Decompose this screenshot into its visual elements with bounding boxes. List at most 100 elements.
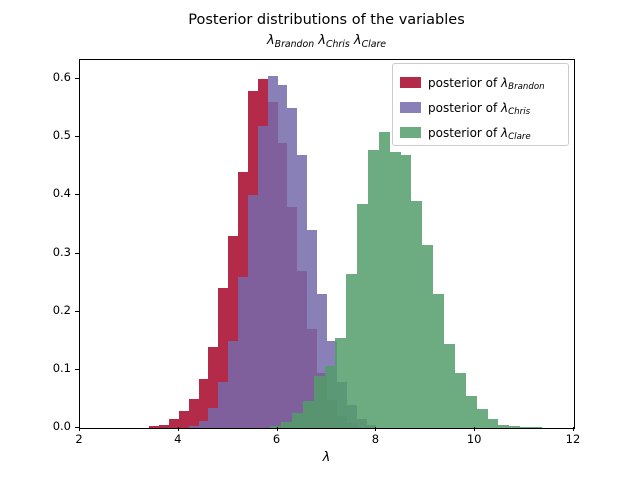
lambda-subscript: Clare: [361, 38, 387, 50]
y-tick-label: 0.1: [52, 360, 71, 375]
hist-bar-clare: [487, 418, 499, 428]
y-tick-mark: [75, 252, 79, 254]
y-tick-label: 0.3: [52, 244, 71, 259]
y-tick-mark: [75, 136, 79, 138]
x-tick-label: 2: [75, 432, 83, 446]
x-tick-label: 12: [565, 432, 581, 446]
x-tick-mark: [573, 427, 574, 431]
lambda-symbol: λBrandon: [501, 75, 545, 92]
hist-bar-chris: [218, 381, 229, 428]
y-tick-mark: [75, 78, 79, 80]
legend-entry-clare: posterior of λClare: [393, 120, 568, 145]
hist-bar-chris: [228, 340, 239, 428]
y-tick-mark: [75, 427, 79, 428]
hist-bar-chris: [297, 154, 308, 428]
lambda-symbol: λBrandon: [266, 33, 315, 50]
y-tick-label: 0.5: [52, 128, 71, 143]
legend-swatch: [400, 127, 421, 138]
hist-bar-clare: [411, 201, 423, 428]
x-tick-mark: [177, 427, 179, 431]
hist-bar-brandon: [168, 419, 179, 428]
lambda-symbol: λChris: [318, 33, 350, 50]
hist-bar-clare: [313, 375, 325, 428]
x-axis-label: λ: [322, 450, 331, 465]
hist-bar-brandon: [178, 410, 189, 428]
hist-bar-clare: [281, 421, 292, 428]
lambda-subscript: Chris: [508, 106, 531, 117]
hist-bar-clare: [476, 409, 488, 428]
hist-bar-clare: [357, 204, 368, 428]
chart-title: Posterior distributions of the variables: [188, 12, 465, 28]
x-tick-mark: [79, 427, 80, 431]
y-tick-label: 0.6: [52, 70, 71, 85]
hist-bar-chris: [188, 425, 199, 428]
legend-entry-chris: posterior of λChris: [393, 95, 568, 120]
hist-bar-clare: [531, 427, 542, 428]
y-tick-label: 0.4: [52, 186, 71, 201]
lambda-subscript: Clare: [508, 131, 531, 142]
hist-bar-clare: [346, 273, 358, 428]
hist-bar-brandon: [159, 424, 169, 428]
legend-label: posterior of λClare: [428, 125, 531, 142]
y-tick-mark: [75, 310, 79, 312]
hist-bar-chris: [317, 294, 327, 428]
legend-swatch: [400, 77, 421, 88]
hist-bar-chris: [247, 195, 258, 428]
hist-bar-brandon: [228, 236, 239, 428]
hist-bar-clare: [454, 372, 466, 428]
legend-swatch: [400, 102, 421, 113]
x-tick-mark: [474, 427, 476, 431]
hist-bar-clare: [291, 413, 303, 428]
x-tick-label: 6: [272, 432, 281, 446]
hist-bar-chris: [257, 125, 268, 428]
hist-bar-clare: [422, 244, 434, 428]
hist-bar-brandon: [198, 378, 209, 428]
hist-bar-chris: [198, 421, 209, 428]
lambda-subscript: Brandon: [274, 38, 315, 50]
hist-bar-chris: [287, 108, 298, 428]
legend-label: posterior of λBrandon: [428, 75, 545, 92]
legend-entry-brandon: posterior of λBrandon: [393, 70, 568, 95]
hist-bar-clare: [302, 401, 314, 428]
hist-bar-clare: [270, 425, 282, 428]
y-tick-label: 0.0: [52, 419, 71, 433]
legend-label: posterior of λChris: [428, 100, 531, 117]
lambda-subscript: Chris: [325, 38, 350, 50]
hist-bar-clare: [400, 154, 412, 428]
hist-bar-clare: [509, 426, 521, 428]
y-tick-label: 0.2: [52, 302, 71, 317]
hist-bar-clare: [498, 424, 510, 428]
x-tick-mark: [375, 427, 377, 431]
hist-bar-chris: [208, 407, 219, 428]
lambda-symbol: λChris: [501, 100, 531, 117]
hist-bar-clare: [389, 151, 401, 428]
hist-bar-brandon: [149, 426, 160, 428]
x-tick-label: 10: [466, 432, 482, 446]
hist-bar-clare: [368, 150, 379, 428]
x-tick-label: 4: [174, 432, 182, 446]
hist-bar-clare: [324, 365, 336, 428]
x-tick-label: 8: [371, 432, 380, 446]
hist-bar-chris: [238, 276, 248, 428]
hist-bar-brandon: [208, 346, 219, 428]
hist-bar-clare: [378, 131, 390, 428]
hist-bar-clare: [444, 343, 455, 428]
lambda-symbol: λClare: [501, 125, 531, 142]
hist-bar-clare: [465, 396, 477, 428]
hist-bar-chris: [267, 76, 278, 428]
y-tick-mark: [75, 194, 79, 196]
hist-bar-brandon: [188, 398, 199, 428]
hist-bar-chris: [277, 85, 288, 428]
lambda-symbol: λClare: [353, 33, 387, 50]
hist-bar-clare: [433, 294, 445, 428]
x-tick-mark: [276, 427, 278, 431]
legend-box: posterior of λBrandon posterior of λChris…: [392, 63, 569, 146]
hist-bar-clare: [335, 337, 347, 428]
y-tick-mark: [75, 368, 79, 370]
lambda-subscript: Brandon: [508, 81, 545, 92]
hist-bar-brandon: [218, 288, 229, 428]
hist-bar-chris: [307, 230, 318, 428]
hist-bar-clare: [520, 427, 531, 428]
chart-subtitle: λBrandon λChris λClare: [0, 32, 640, 51]
